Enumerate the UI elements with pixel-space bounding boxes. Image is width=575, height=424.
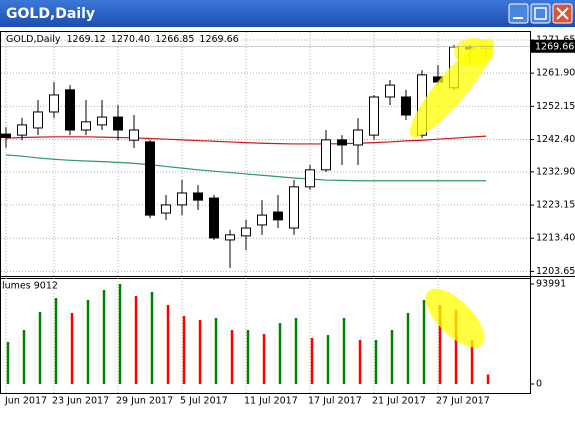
x-tick-label: 27 Jul 2017 [436, 396, 490, 407]
candle-body [193, 192, 203, 201]
restore-icon [534, 7, 547, 20]
candle-body [161, 204, 171, 214]
candle-body [385, 84, 395, 98]
y-tick-label: 1213.40 [536, 233, 575, 244]
candle-body [337, 139, 347, 146]
highlight [425, 288, 485, 348]
close-icon [556, 7, 569, 20]
volume-tick-label: 0 [536, 379, 542, 390]
y-tick-label: 1252.15 [536, 101, 575, 112]
candle-body [353, 129, 363, 146]
overlay: 1271.651261.901252.151242.401232.901223.… [1, 34, 575, 407]
moving-average [5, 154, 486, 182]
header-title: GOLD,Daily [6, 34, 61, 45]
y-tick-label: 1261.90 [536, 68, 575, 79]
window-buttons[interactable] [508, 3, 573, 24]
candle-body [289, 186, 299, 229]
y-tick-label: 1203.65 [536, 266, 575, 277]
candle-body [97, 116, 107, 126]
header-high: 1270.40 [111, 34, 150, 45]
candle-body [209, 197, 219, 239]
candle-body [305, 169, 315, 188]
candle-body [241, 227, 251, 237]
candle-body [49, 94, 59, 113]
header-low: 1266.85 [155, 34, 194, 45]
candle-body [401, 96, 411, 116]
chart-header: GOLD,Daily 1269.12 1270.40 1266.85 1269.66 [6, 34, 239, 45]
candle-body [1, 133, 11, 138]
x-tick-label: 23 Jun 2017 [52, 396, 109, 407]
y-tick-label: 1242.40 [536, 134, 575, 145]
candle-body [81, 121, 91, 131]
candle-body [17, 124, 27, 136]
moving-average [5, 135, 487, 145]
candle-body [177, 192, 187, 206]
candle-body [225, 234, 235, 241]
x-tick-label: Jun 2017 [4, 396, 47, 407]
x-tick-label: 29 Jun 2017 [116, 396, 173, 407]
volume-label: lumes 9012 [2, 281, 58, 292]
last-price-box [531, 39, 575, 53]
x-tick-label: 17 Jul 2017 [308, 396, 362, 407]
y-tick-label: 1223.15 [536, 200, 575, 211]
x-tick-label: 5 Jul 2017 [180, 396, 228, 407]
title-bar [0, 0, 575, 27]
x-tick-label: 21 Jul 2017 [372, 396, 426, 407]
candle-body [145, 141, 155, 216]
candle-body [113, 116, 123, 131]
highlight [454, 38, 494, 66]
y-tick-label: 1232.90 [536, 166, 575, 177]
window-title: GOLD,Daily [6, 6, 95, 22]
x-tick-label: 11 Jul 2017 [244, 396, 298, 407]
candle-body [129, 129, 139, 141]
header-open: 1269.12 [67, 34, 106, 45]
plot-frame [0, 31, 531, 394]
candle-body [257, 214, 267, 226]
candle-body [369, 96, 379, 136]
candle-body [273, 211, 283, 221]
minimize-button[interactable] [508, 3, 529, 24]
restore-button[interactable] [530, 3, 551, 24]
header-close: 1269.66 [199, 34, 238, 45]
candle-body [33, 111, 43, 129]
last-price-label: 1269.66 [535, 41, 574, 52]
volume-tick-label: 93991 [536, 279, 566, 290]
candle-body [65, 89, 75, 131]
chart-background [0, 27, 575, 420]
highlights [409, 38, 495, 348]
candle-body [321, 139, 331, 171]
